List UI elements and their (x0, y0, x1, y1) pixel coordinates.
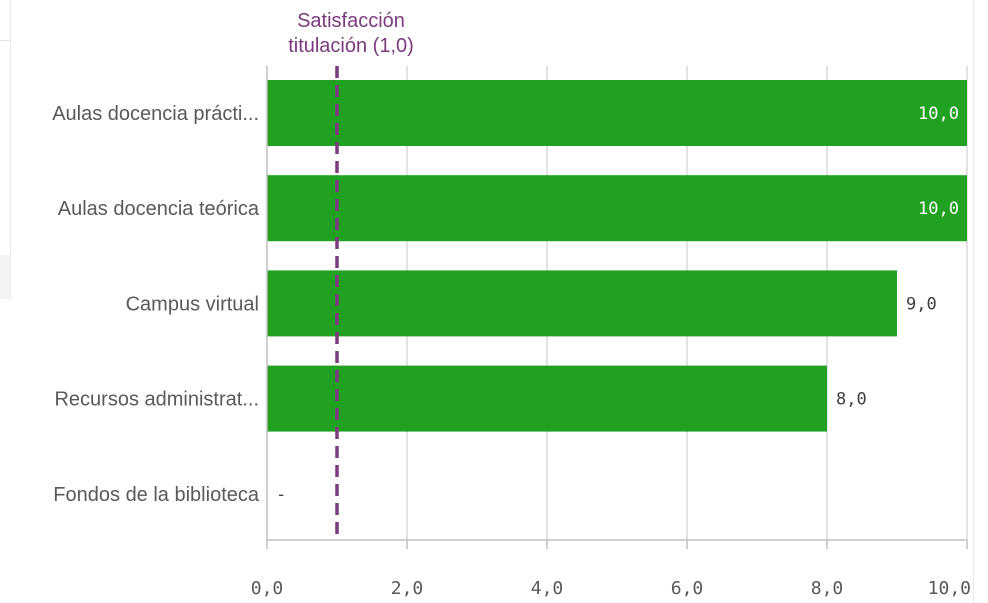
x-tick-label: 0,0 (251, 578, 284, 599)
value-label: 9,0 (906, 294, 937, 314)
value-label: - (276, 485, 286, 505)
labels: Aulas docencia prácti... 10,0 Aulas docenc… (52, 103, 959, 506)
bar (267, 175, 967, 242)
x-tick-label: 10,0 (928, 578, 971, 599)
bars (267, 80, 967, 432)
x-tick-label: 8,0 (811, 578, 844, 599)
bar (267, 365, 827, 432)
x-axis: 0,0 2,0 4,0 6,0 8,0 10,0 (251, 66, 971, 599)
panel-edge (0, 255, 10, 299)
value-label: 10,0 (918, 199, 959, 219)
bar (267, 80, 967, 146)
reference-line-group: Satisfacción titulación (1,0) (288, 10, 414, 534)
panel-edge (0, 40, 10, 41)
category-label: Campus virtual (126, 293, 259, 315)
panel-edge (973, 0, 974, 603)
x-tick-label: 6,0 (671, 578, 704, 599)
bar (267, 270, 897, 337)
category-label: Aulas docencia prácti... (52, 103, 259, 125)
x-tick-label: 4,0 (531, 578, 564, 599)
x-tick-label: 2,0 (391, 578, 424, 599)
value-label: 8,0 (836, 390, 867, 410)
value-label: 10,0 (918, 104, 959, 124)
reference-line-label: titulación (1,0) (288, 35, 414, 57)
category-label: Fondos de la biblioteca (53, 484, 260, 506)
category-label: Aulas docencia teórica (58, 198, 260, 220)
reference-line-label: Satisfacción (297, 10, 405, 32)
panel-edge (0, 0, 11, 300)
category-label: Recursos administrat... (54, 389, 259, 411)
